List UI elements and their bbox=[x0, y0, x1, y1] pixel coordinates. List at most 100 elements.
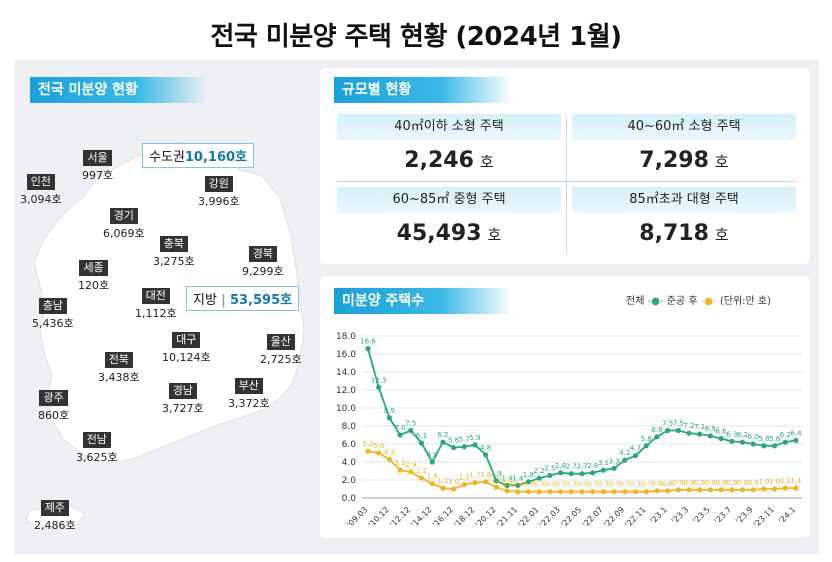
data-label: 0.7 bbox=[544, 481, 555, 489]
region-value: 3,275호 bbox=[153, 255, 195, 268]
region-value: 860호 bbox=[38, 409, 70, 422]
data-point bbox=[654, 488, 660, 494]
data-label: 5.8 bbox=[641, 435, 652, 443]
x-tick-label: '22.03 bbox=[538, 505, 562, 529]
region-gyeongbuk: 경북 9,299호 bbox=[242, 246, 284, 279]
data-point bbox=[429, 481, 435, 487]
region-name: 광주 bbox=[39, 390, 68, 406]
region-name: 전북 bbox=[104, 352, 133, 368]
data-point bbox=[750, 441, 756, 447]
data-point bbox=[451, 486, 457, 492]
data-label: 12.3 bbox=[371, 376, 387, 384]
data-label: 7.5 bbox=[405, 420, 416, 428]
region-chungbuk: 충북 3,275호 bbox=[153, 236, 195, 269]
x-tick-label: '23.7 bbox=[713, 505, 734, 526]
region-value: 3,625호 bbox=[76, 451, 118, 464]
data-label: 6.9 bbox=[705, 425, 716, 433]
region-gyeongnam: 경남 3,727호 bbox=[162, 383, 204, 416]
data-point bbox=[504, 488, 510, 494]
data-point bbox=[397, 467, 403, 473]
data-label: 4.3 bbox=[384, 448, 395, 456]
size-unit: 호 bbox=[714, 226, 729, 244]
region-value: 3,372호 bbox=[228, 397, 270, 410]
region-gwangju: 광주 860호 bbox=[38, 390, 69, 423]
size-unit: 호 bbox=[487, 226, 502, 244]
region-jeonbuk: 전북 3,438호 bbox=[98, 352, 140, 385]
data-point bbox=[761, 486, 767, 492]
data-point bbox=[739, 487, 746, 493]
data-label: 7.5 bbox=[673, 420, 684, 428]
line-chart: 0.0 2.0 4.0 6.0 8.0 10.0 12.0 14.0 16.0 18.0 '09.0… bbox=[336, 332, 802, 529]
data-label: 4.7 bbox=[630, 445, 641, 453]
y-tick-label: 10.0 bbox=[336, 404, 356, 414]
data-point bbox=[665, 488, 671, 494]
size-cell-60-85: 60~85㎡ 중형 주택 45,493 호 bbox=[337, 187, 561, 246]
region-value: 3,996호 bbox=[198, 195, 240, 208]
legend-total-label: 전체 bbox=[626, 296, 645, 307]
data-label: 6.4 bbox=[790, 429, 802, 437]
data-point bbox=[536, 475, 542, 481]
data-label: 3.1 bbox=[598, 459, 609, 467]
data-label: 1.8 bbox=[480, 471, 491, 479]
data-point bbox=[729, 487, 735, 493]
data-label: 5.0 bbox=[373, 442, 384, 450]
data-point bbox=[772, 443, 778, 449]
data-label: 0.7 bbox=[555, 481, 566, 489]
data-label: 0.9 bbox=[673, 479, 684, 487]
data-label: 1.1 bbox=[790, 477, 801, 485]
region-value: 9,299호 bbox=[242, 265, 284, 278]
data-label: 0.9 bbox=[683, 479, 694, 487]
data-point bbox=[697, 431, 703, 437]
capital-area-callout: 수도권10,160호 bbox=[142, 143, 255, 168]
region-incheon: 인천 3,094호 bbox=[20, 174, 62, 207]
region-name: 충남 bbox=[38, 298, 67, 314]
data-point bbox=[547, 489, 553, 495]
region-name: 경기 bbox=[109, 208, 138, 224]
data-label: 2.5 bbox=[544, 465, 555, 473]
data-label: 7.1 bbox=[694, 423, 705, 431]
data-point bbox=[536, 489, 542, 495]
region-seoul: 서울 997호 bbox=[82, 150, 113, 183]
x-tick-label: '22.07 bbox=[581, 505, 605, 529]
region-name: 경북 bbox=[248, 246, 277, 262]
y-tick-label: 0.0 bbox=[342, 494, 357, 504]
region-busan: 부산 3,372호 bbox=[228, 378, 270, 411]
data-point bbox=[675, 427, 681, 434]
korea-map bbox=[25, 141, 305, 529]
x-tick-label: '20.12 bbox=[474, 505, 498, 529]
data-label: 16.6 bbox=[360, 338, 376, 346]
x-tick-label: '24.1 bbox=[777, 505, 798, 526]
data-label: 2.8 bbox=[555, 462, 566, 470]
data-label: 0.8 bbox=[651, 480, 662, 488]
data-label: 0.9 bbox=[726, 479, 737, 487]
local-value: 53,595호 bbox=[229, 293, 293, 308]
data-point bbox=[718, 487, 724, 493]
y-tick-label: 12.0 bbox=[336, 386, 356, 396]
region-chungnam: 충남 5,436호 bbox=[32, 298, 74, 331]
region-value: 3,438호 bbox=[98, 371, 140, 384]
data-label: 0.7 bbox=[641, 481, 652, 489]
data-label: 0.9 bbox=[716, 479, 727, 487]
data-point bbox=[590, 489, 596, 495]
x-tick-label: '14.12 bbox=[409, 505, 433, 529]
region-ulsan: 울산 2,725호 bbox=[260, 334, 302, 367]
data-label: 0.7 bbox=[566, 481, 577, 489]
data-label: 0.7 bbox=[598, 481, 609, 489]
data-point bbox=[461, 444, 467, 450]
data-label: 8.9 bbox=[384, 407, 395, 415]
data-point bbox=[408, 427, 414, 434]
data-label: 2.9 bbox=[405, 461, 416, 469]
size-label: 40㎡이하 소형 주택 bbox=[337, 114, 561, 140]
data-point bbox=[579, 471, 585, 477]
data-label: 6.0 bbox=[748, 433, 759, 441]
x-tick-label: '23.11 bbox=[752, 505, 776, 529]
region-value: 120호 bbox=[78, 279, 110, 292]
data-point bbox=[782, 485, 788, 491]
data-point bbox=[440, 485, 446, 491]
y-tick-label: 2.0 bbox=[342, 476, 357, 486]
data-point bbox=[622, 457, 628, 463]
legend-completed-label: 준공 후 bbox=[666, 296, 698, 307]
data-point bbox=[397, 432, 403, 438]
data-point bbox=[718, 436, 724, 442]
data-point bbox=[654, 434, 660, 440]
